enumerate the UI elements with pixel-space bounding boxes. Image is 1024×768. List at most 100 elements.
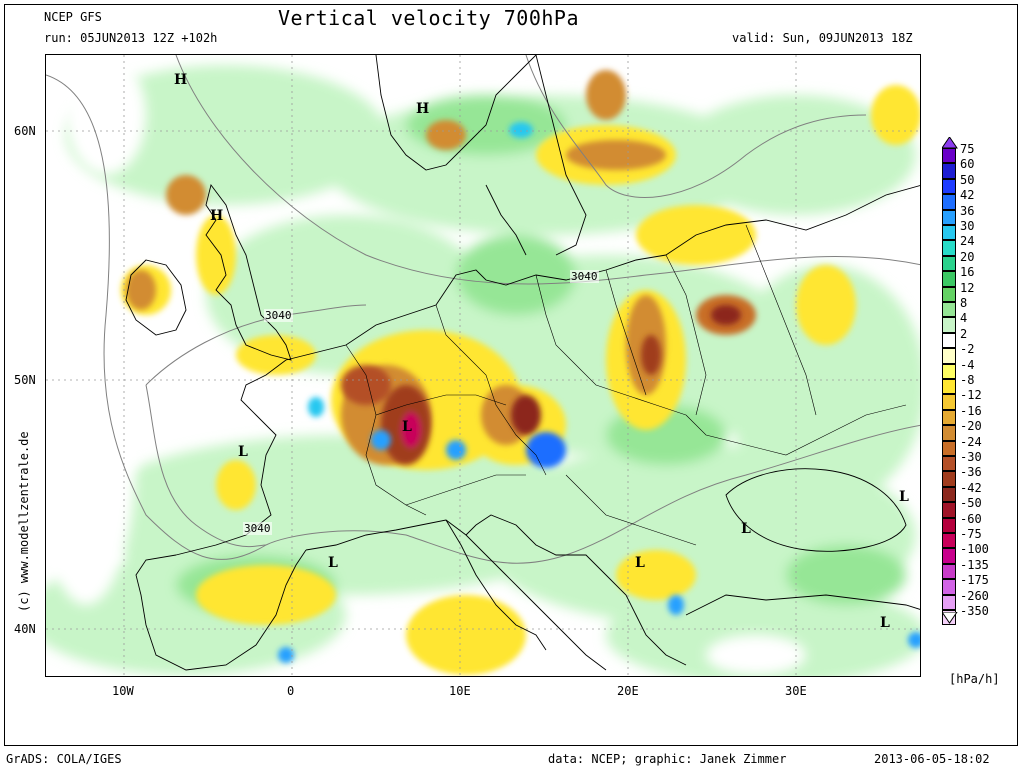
legend-label: 24 bbox=[960, 234, 975, 249]
legend-label: -8 bbox=[960, 373, 975, 387]
legend-label: -175 bbox=[960, 573, 989, 588]
legend-label: 30 bbox=[960, 219, 975, 233]
velocity-field-brown bbox=[341, 305, 741, 465]
contour-label: 3040 bbox=[570, 270, 599, 283]
data-credit: data: NCEP; graphic: Janek Zimmer bbox=[548, 752, 787, 766]
timestamp: 2013-06-05-18:02 bbox=[874, 752, 990, 766]
legend-swatch bbox=[942, 563, 956, 580]
low-pressure-center: L bbox=[635, 555, 645, 571]
legend-unit: [hPa/h] bbox=[949, 672, 1000, 686]
legend-swatch bbox=[942, 255, 956, 272]
weather-map: H H H L L L L L L L 3040 3040 3040 bbox=[45, 54, 921, 677]
legend-swatch bbox=[942, 486, 956, 503]
page-title: Vertical velocity 700hPa bbox=[278, 6, 579, 30]
legend-swatch bbox=[942, 302, 956, 318]
lon-label: 10E bbox=[449, 684, 471, 698]
legend-swatch bbox=[942, 517, 956, 533]
legend-label: 36 bbox=[960, 203, 975, 218]
model-label: NCEP GFS bbox=[44, 10, 102, 24]
legend-bottom-arrow bbox=[942, 612, 958, 624]
legend-label: -30 bbox=[960, 450, 982, 464]
legend-swatch bbox=[942, 440, 956, 456]
legend-swatch bbox=[942, 594, 956, 610]
legend-swatch bbox=[942, 456, 956, 472]
legend-label: -42 bbox=[960, 480, 982, 495]
contour-label: 3040 bbox=[264, 309, 293, 322]
valid-time-label: valid: Sun, 09JUN2013 18Z bbox=[732, 31, 913, 45]
legend-swatch bbox=[942, 317, 956, 333]
legend-swatch bbox=[942, 148, 956, 164]
low-pressure-center: L bbox=[741, 521, 751, 537]
legend-label: -260 bbox=[960, 588, 989, 603]
high-pressure-center: H bbox=[416, 101, 430, 117]
legend-swatch bbox=[942, 363, 956, 379]
high-pressure-center: H bbox=[174, 72, 188, 88]
legend-label: -36 bbox=[960, 465, 982, 480]
legend-swatch bbox=[942, 194, 956, 210]
low-pressure-center: L bbox=[899, 489, 909, 505]
legend-label: -60 bbox=[960, 511, 982, 526]
legend-label: -2 bbox=[960, 342, 975, 357]
legend-swatch bbox=[942, 178, 956, 195]
legend-label: -135 bbox=[960, 557, 989, 572]
legend-swatch bbox=[942, 409, 956, 426]
legend-swatch bbox=[942, 225, 956, 241]
legend-label: 20 bbox=[960, 249, 975, 264]
legend-label: 50 bbox=[960, 172, 975, 187]
velocity-field-yellow bbox=[121, 85, 920, 675]
contour-label: 3040 bbox=[243, 522, 272, 535]
legend-label: -24 bbox=[960, 434, 982, 449]
lon-label: 20E bbox=[617, 684, 639, 698]
side-credit: (c) www.modellzentrale.de bbox=[17, 431, 31, 612]
legend-swatch bbox=[942, 394, 956, 410]
color-legend: 75 60 50 42 36 30 24 20 16 12 8 4 2 -2 -4 -8 -12 -16 -20 -2… bbox=[942, 137, 1022, 627]
lat-label: 50N bbox=[14, 373, 36, 387]
legend-swatch bbox=[942, 271, 956, 287]
legend-swatch bbox=[942, 548, 956, 564]
borders bbox=[345, 224, 907, 546]
lat-label: 40N bbox=[14, 622, 36, 636]
legend-label: 12 bbox=[960, 280, 975, 295]
legend-label: 60 bbox=[960, 157, 975, 172]
legend-label: -16 bbox=[960, 403, 982, 418]
map-canvas bbox=[46, 55, 920, 676]
legend-swatch bbox=[942, 471, 956, 487]
lon-label: 30E bbox=[785, 684, 807, 698]
legend-label: -20 bbox=[960, 419, 982, 434]
legend-label: -4 bbox=[960, 357, 975, 372]
geopotential-contours bbox=[46, 55, 920, 564]
legend-label: -75 bbox=[960, 527, 982, 541]
lon-label: 0 bbox=[287, 684, 295, 698]
legend-label: 8 bbox=[960, 296, 968, 310]
legend-swatch bbox=[942, 533, 956, 549]
legend-label: -350 bbox=[960, 604, 989, 618]
legend-label: 2 bbox=[960, 326, 968, 341]
legend-swatch bbox=[942, 579, 956, 595]
figure-frame bbox=[4, 4, 1018, 746]
legend-label: 16 bbox=[960, 265, 975, 280]
legend-label: -50 bbox=[960, 496, 982, 511]
coastlines bbox=[125, 55, 920, 671]
legend-swatch bbox=[942, 332, 956, 349]
legend-swatch bbox=[942, 379, 956, 395]
graticule bbox=[46, 55, 920, 676]
low-pressure-center: L bbox=[328, 555, 338, 571]
run-label: run: 05JUN2013 12Z +102h bbox=[44, 31, 218, 45]
lat-label: 60N bbox=[14, 124, 36, 138]
legend-label: 75 bbox=[960, 142, 975, 156]
lon-label: 10W bbox=[112, 684, 134, 698]
legend-swatch bbox=[942, 163, 956, 179]
legend-swatch bbox=[942, 240, 956, 256]
legend-label: -12 bbox=[960, 388, 982, 403]
legend-label: 42 bbox=[960, 188, 975, 203]
legend-label: 4 bbox=[960, 311, 968, 326]
velocity-field-blue bbox=[278, 122, 920, 663]
low-pressure-center: L bbox=[238, 444, 248, 460]
legend-swatch bbox=[942, 286, 956, 302]
high-pressure-center: H bbox=[210, 208, 224, 224]
legend-label: -100 bbox=[960, 542, 989, 557]
low-pressure-center: L bbox=[880, 615, 890, 631]
legend-swatch bbox=[942, 348, 956, 364]
legend-swatch bbox=[942, 209, 956, 225]
low-pressure-center: L bbox=[402, 419, 412, 435]
